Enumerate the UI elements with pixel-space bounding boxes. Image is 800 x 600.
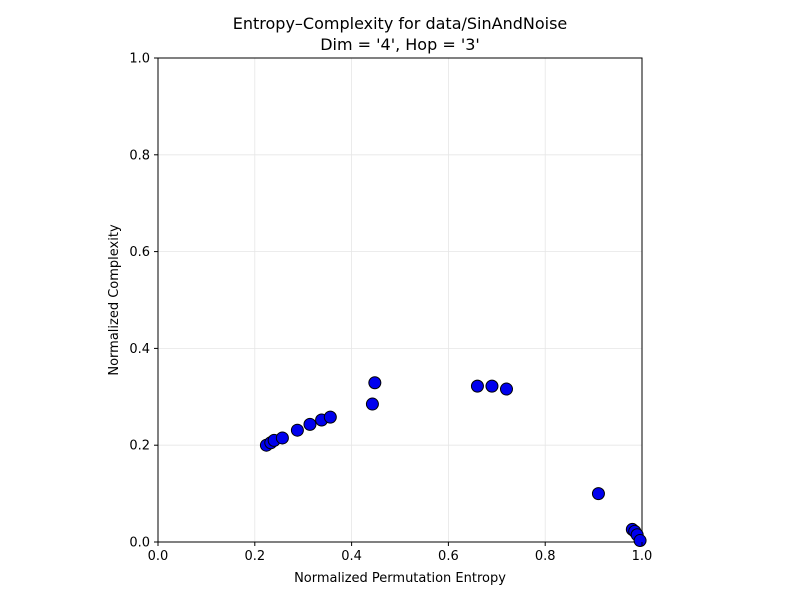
x-tick-label: 0.4 <box>341 549 362 564</box>
x-tick-label: 0.0 <box>148 549 169 564</box>
chart-title-line1: Entropy–Complexity for data/SinAndNoise <box>233 14 568 33</box>
scatter-points <box>259 376 647 548</box>
y-tick-label: 0.8 <box>129 148 150 163</box>
x-tick-label: 0.6 <box>438 549 459 564</box>
x-tick-label: 0.2 <box>244 549 265 564</box>
y-tick-label: 1.0 <box>129 52 150 67</box>
x-tick-label: 0.8 <box>535 549 556 564</box>
x-axis-label: Normalized Permutation Entropy <box>294 571 506 586</box>
scatter-point <box>633 534 647 548</box>
x-axis-ticks: 0.0 0.2 0.4 0.6 0.8 1.0 <box>148 542 653 564</box>
scatter-point <box>290 423 304 437</box>
scatter-point <box>303 417 317 431</box>
y-axis-label: Normalized Complexity <box>107 224 122 376</box>
scatter-point <box>499 382 513 396</box>
scatter-point <box>591 487 605 501</box>
x-tick-label: 1.0 <box>632 549 653 564</box>
chart-title-line2: Dim = '4', Hop = '3' <box>320 35 480 54</box>
scatter-point <box>470 379 484 393</box>
grid <box>157 57 643 543</box>
y-tick-label: 0.4 <box>129 342 150 357</box>
scatter-point <box>365 397 379 411</box>
scatter-point <box>485 379 499 393</box>
scatter-point <box>275 431 289 445</box>
scatter-point <box>323 410 337 424</box>
plot-frame <box>157 57 643 543</box>
y-tick-label: 0.2 <box>129 439 150 454</box>
scatter-point <box>368 376 382 390</box>
y-tick-label: 0.6 <box>129 245 150 260</box>
y-tick-label: 0.0 <box>129 536 150 551</box>
y-axis-ticks: 0.0 0.2 0.4 0.6 0.8 1.0 <box>129 52 158 551</box>
